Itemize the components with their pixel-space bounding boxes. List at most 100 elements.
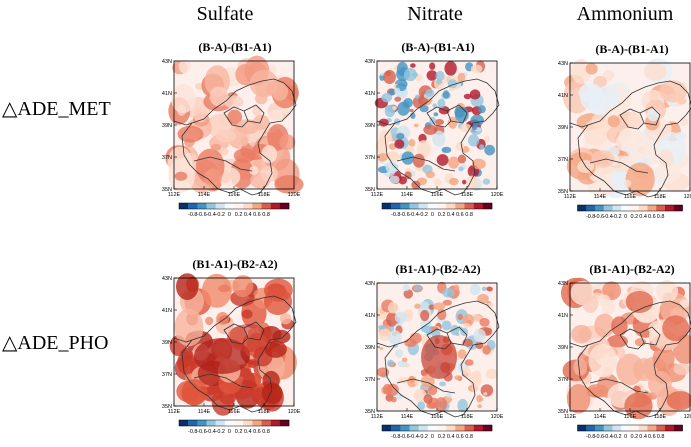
colorbar-tick-label: 0.2 bbox=[235, 212, 243, 218]
lat-tick-label: 41N bbox=[365, 91, 375, 97]
colorbar-tick-label: -0.2 bbox=[419, 434, 428, 440]
colorbar-tick-label: -0.6 bbox=[595, 434, 604, 440]
lon-tick-label: 118E bbox=[258, 409, 271, 415]
colorbar: -0.8 -0.6 -0.4 -0.2 0 0.2 0.4 0.6 0.8 bbox=[178, 419, 290, 435]
panel-title-r0c0: (B-A)-(B1-A1) bbox=[198, 40, 272, 54]
lon-tick-label: 112E bbox=[168, 192, 181, 198]
colorbar-tick-label: -0.2 bbox=[216, 429, 225, 435]
lat-tick-label: 35N bbox=[162, 404, 172, 410]
lat-tick-label: 35N bbox=[558, 189, 568, 195]
lat-tick-label: 37N bbox=[365, 377, 375, 383]
colorbar-tick-label: -0.8 bbox=[586, 434, 595, 440]
colorbar-tick-label: 0.8 bbox=[465, 212, 473, 218]
colorbar: -0.8 -0.6 -0.4 -0.2 0 0.2 0.4 0.6 0.8 bbox=[178, 202, 290, 218]
lon-tick-label: 112E bbox=[371, 192, 384, 198]
lat-tick-label: 37N bbox=[162, 372, 172, 378]
lon-tick-label: 116E bbox=[624, 194, 637, 200]
lon-tick-label: 120E bbox=[491, 414, 504, 420]
colorbar-tick-label: 0 bbox=[624, 434, 627, 440]
colorbar-tick-label: 0.6 bbox=[456, 434, 464, 440]
lon-tick-label: 116E bbox=[228, 192, 241, 198]
lon-tick-label: 120E bbox=[288, 409, 301, 415]
lat-tick-label: 39N bbox=[558, 345, 568, 351]
colorbar-tick-label: 0.2 bbox=[631, 434, 639, 440]
colorbar-tick-label: -0.4 bbox=[409, 212, 418, 218]
colorbar: -0.8 -0.6 -0.4 -0.2 0 0.2 0.4 0.6 0.8 bbox=[381, 202, 493, 218]
colorbar-tick-label: 0.6 bbox=[253, 212, 261, 218]
lat-tick-label: 41N bbox=[558, 93, 568, 99]
lat-tick-label: 37N bbox=[558, 157, 568, 163]
map-panel-ammonium-pho: 43N41N39N37N35N112E114E116E118E120E-0.8-… bbox=[558, 277, 691, 440]
row-label-ade-met: △ADE_MET bbox=[2, 98, 111, 120]
colorbar-tick-label: 0.6 bbox=[253, 429, 261, 435]
colorbar-tick-label: 0.6 bbox=[456, 212, 464, 218]
colorbar-tick-label: 0.8 bbox=[657, 434, 665, 440]
colorbar-tick-label: 0 bbox=[431, 212, 434, 218]
lat-tick-label: 35N bbox=[365, 409, 375, 415]
colorbar-tick-label: 0.2 bbox=[235, 429, 243, 435]
lat-tick-label: 35N bbox=[558, 409, 568, 415]
lon-tick-label: 114E bbox=[401, 192, 414, 198]
colorbar-tick-label: -0.8 bbox=[391, 212, 400, 218]
colorbar-tick-label: 0.2 bbox=[438, 212, 446, 218]
lon-tick-label: 116E bbox=[228, 409, 241, 415]
colorbar: -0.8 -0.6 -0.4 -0.2 0 0.2 0.4 0.6 0.8 bbox=[577, 204, 683, 220]
lat-tick-label: 39N bbox=[162, 123, 172, 129]
lat-tick-label: 43N bbox=[558, 61, 568, 67]
panel-title-r0c1: (B-A)-(B1-A1) bbox=[401, 40, 475, 54]
colorbar-tick-label: 0 bbox=[624, 214, 627, 220]
lat-tick-label: 35N bbox=[162, 187, 172, 193]
colorbar-tick-label: 0 bbox=[228, 429, 231, 435]
lat-tick-label: 39N bbox=[162, 340, 172, 346]
colorbar-tick-label: -0.2 bbox=[612, 214, 621, 220]
lon-tick-label: 114E bbox=[401, 414, 414, 420]
lon-tick-label: 114E bbox=[198, 409, 211, 415]
panel-title-r0c2: (B-A)-(B1-A1) bbox=[595, 42, 669, 56]
colorbar-tick-label: 0.4 bbox=[244, 429, 252, 435]
colorbar-tick-label: -0.6 bbox=[197, 212, 206, 218]
lat-tick-label: 37N bbox=[558, 377, 568, 383]
colorbar-tick-label: 0.4 bbox=[447, 212, 455, 218]
colorbar-tick-label: -0.4 bbox=[206, 429, 215, 435]
lon-tick-label: 118E bbox=[654, 194, 667, 200]
lat-tick-label: 41N bbox=[558, 313, 568, 319]
colorbar-tick-label: 0.2 bbox=[631, 214, 639, 220]
lat-tick-label: 43N bbox=[365, 281, 375, 287]
colorbar-tick-label: -0.8 bbox=[391, 434, 400, 440]
lat-tick-label: 43N bbox=[558, 281, 568, 287]
lon-tick-label: 112E bbox=[564, 414, 577, 420]
colorbar-tick-label: 0.8 bbox=[262, 212, 270, 218]
colorbar-tick-label: -0.6 bbox=[197, 429, 206, 435]
lat-tick-label: 43N bbox=[162, 59, 172, 65]
column-title-sulfate: Sulfate bbox=[196, 3, 254, 25]
lat-tick-label: 43N bbox=[365, 59, 375, 65]
colorbar-tick-label: 0.8 bbox=[465, 434, 473, 440]
colorbar-tick-label: 0 bbox=[228, 212, 231, 218]
lon-tick-label: 116E bbox=[431, 414, 444, 420]
lat-tick-label: 37N bbox=[162, 155, 172, 161]
colorbar-tick-label: 0.6 bbox=[648, 434, 656, 440]
lon-tick-label: 112E bbox=[168, 409, 181, 415]
lat-tick-label: 43N bbox=[162, 276, 172, 282]
lon-tick-label: 112E bbox=[371, 414, 384, 420]
colorbar-tick-label: -0.4 bbox=[603, 214, 612, 220]
column-title-nitrate: Nitrate bbox=[407, 3, 463, 25]
lon-tick-label: 114E bbox=[594, 194, 607, 200]
lon-tick-label: 114E bbox=[594, 414, 607, 420]
colorbar-tick-label: -0.2 bbox=[216, 212, 225, 218]
colorbar-tick-label: -0.6 bbox=[595, 214, 604, 220]
lon-tick-label: 112E bbox=[564, 194, 577, 200]
colorbar-tick-label: -0.6 bbox=[400, 434, 409, 440]
panel-title-r1c0: (B1-A1)-(B2-A2) bbox=[192, 257, 278, 271]
lat-tick-label: 35N bbox=[365, 187, 375, 193]
lat-tick-label: 39N bbox=[365, 345, 375, 351]
colorbar-tick-label: 0.8 bbox=[262, 429, 270, 435]
panel-title-r1c1: (B1-A1)-(B2-A2) bbox=[395, 262, 481, 276]
colorbar-tick-label: 0.4 bbox=[639, 214, 647, 220]
colorbar-tick-label: 0.4 bbox=[447, 434, 455, 440]
lat-tick-label: 39N bbox=[558, 125, 568, 131]
